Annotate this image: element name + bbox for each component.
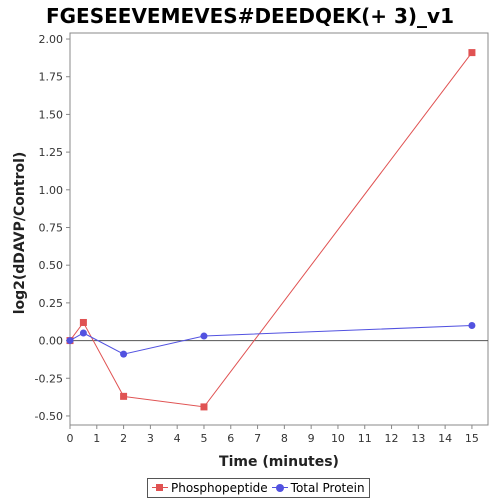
- legend: Phosphopeptide Total Protein: [147, 478, 370, 498]
- y-tick-label: 1.25: [39, 146, 64, 159]
- y-tick-label: -0.50: [35, 410, 63, 423]
- x-tick-label: 8: [281, 432, 288, 445]
- legend-item-total-protein: Total Protein: [271, 481, 365, 495]
- legend-label-total-protein: Total Protein: [290, 481, 365, 495]
- x-tick-label: 11: [358, 432, 372, 445]
- data-point-total-protein: [66, 337, 74, 345]
- x-tick-label: 5: [200, 432, 207, 445]
- x-tick-label: 0: [67, 432, 74, 445]
- x-tick-label: 7: [254, 432, 261, 445]
- plot-frame: [69, 32, 489, 426]
- data-point-phosphopeptide: [79, 318, 87, 326]
- plot-area: -0.50 -0.25 0.00 0.25 0.50 0.75 1.00 1.25 1.50 1.…: [35, 32, 489, 445]
- data-point-total-protein: [120, 350, 128, 358]
- y-axis-label: log2(dDAVP/Control): [12, 152, 28, 315]
- data-point-phosphopeptide: [120, 392, 128, 400]
- x-tick-label: 10: [331, 432, 345, 445]
- data-point-total-protein: [79, 329, 87, 337]
- y-tick-label: 1.00: [39, 184, 64, 197]
- x-tick-label: 13: [411, 432, 425, 445]
- x-tick-label: 1: [93, 432, 100, 445]
- chart-title: FGESEEVEMEVES#DEEDQEK(+ 3)_v1: [45, 4, 455, 28]
- data-point-total-protein: [468, 321, 476, 329]
- y-tick-label: 2.00: [39, 33, 64, 46]
- y-tick-label: 0.50: [39, 259, 64, 272]
- x-tick-label: 9: [308, 432, 315, 445]
- x-tick-label: 6: [227, 432, 234, 445]
- y-tick-label: 0.25: [39, 297, 64, 310]
- y-tick-label: -0.25: [35, 372, 63, 385]
- x-tick-label: 4: [174, 432, 181, 445]
- y-tick-label: 0.75: [39, 221, 64, 234]
- legend-label-phosphopeptide: Phosphopeptide: [171, 481, 268, 495]
- y-tick-label: 1.75: [39, 71, 64, 84]
- data-point-phosphopeptide: [468, 49, 476, 57]
- x-tick-label: 15: [465, 432, 479, 445]
- data-point-phosphopeptide: [200, 403, 208, 411]
- y-tick-label: 1.50: [39, 108, 64, 121]
- legend-swatch-phosphopeptide: [152, 482, 168, 494]
- data-point-total-protein: [200, 332, 208, 340]
- legend-item-phosphopeptide: Phosphopeptide: [152, 481, 268, 495]
- legend-swatch-total-protein: [271, 482, 288, 494]
- x-tick-label: 14: [438, 432, 452, 445]
- x-axis-label: Time (minutes): [219, 454, 339, 470]
- y-tick-label: 0.00: [39, 335, 64, 348]
- x-tick-label: 3: [147, 432, 154, 445]
- x-tick-label: 12: [385, 432, 399, 445]
- x-tick-label: 2: [120, 432, 127, 445]
